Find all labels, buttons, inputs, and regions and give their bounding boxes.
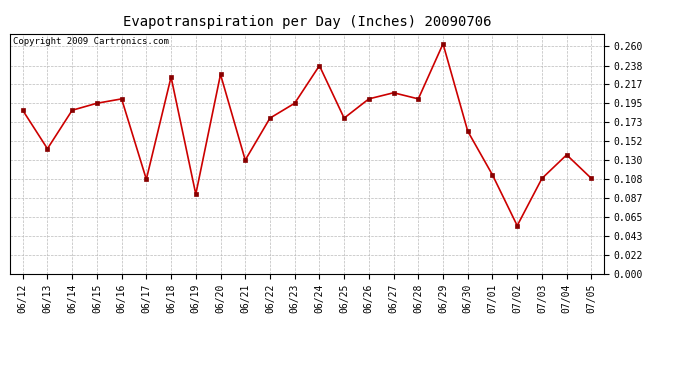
Text: Copyright 2009 Cartronics.com: Copyright 2009 Cartronics.com bbox=[13, 38, 169, 46]
Text: Evapotranspiration per Day (Inches) 20090706: Evapotranspiration per Day (Inches) 2009… bbox=[123, 15, 491, 29]
